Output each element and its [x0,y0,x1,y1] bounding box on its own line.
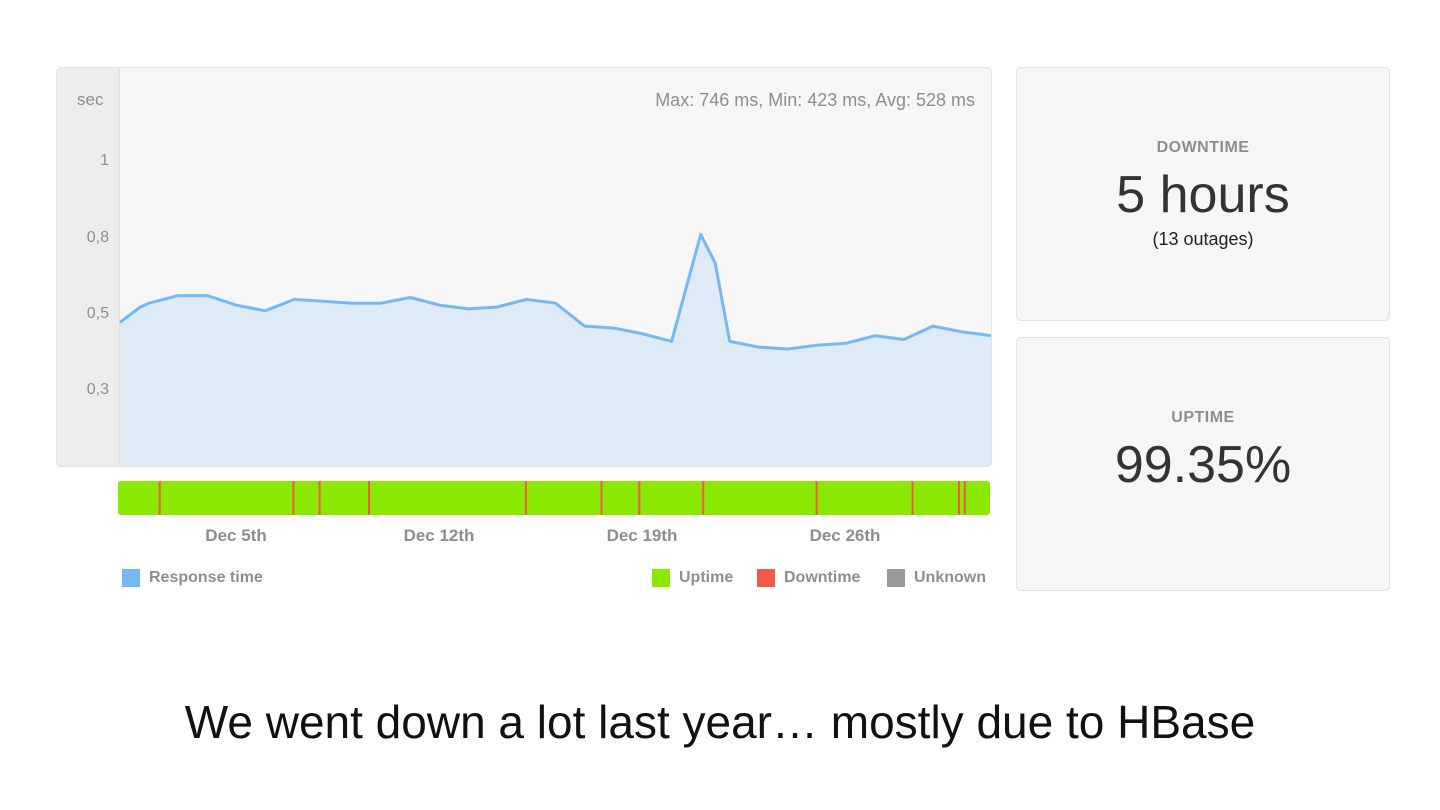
uptime-label: UPTIME [1171,409,1235,426]
downtime-value: 5 hours [1116,166,1290,224]
outage-marks [158,481,966,515]
legend-unknown: Unknown [887,569,986,587]
legend-downtime: Downtime [757,569,860,587]
outage-mark [638,481,641,515]
legend-uptime: Uptime [652,569,733,587]
outage-mark [963,481,966,515]
legend-label: Unknown [914,569,986,586]
slide-caption: We went down a lot last year… mostly due… [184,696,1256,748]
uptime-value: 99.35% [1114,436,1292,494]
response-time-stats: Max: 746 ms, Min: 423 ms, Avg: 528 ms [655,90,975,110]
y-tick-label: 0,5 [86,305,109,322]
legend-response-time: Response time [122,569,263,587]
legend-swatch-downtime [757,569,775,587]
legend-swatch-uptime [652,569,670,587]
outage-mark [524,481,527,515]
y-tick-label: 0,8 [86,229,109,246]
x-tick-label: Dec 12th [403,526,475,545]
outage-mark [600,481,603,515]
y-tick-label: 0,3 [86,381,109,398]
uptime-segment [118,481,990,515]
response-time-line [119,233,991,351]
outage-mark [958,481,960,515]
outage-mark [368,481,370,515]
legend-swatch-unknown [887,569,905,587]
uptime-status-bar [118,481,990,515]
outage-mark [702,481,705,515]
legend-swatch-response-time [122,569,140,587]
response-time-chart: sec 1 0,8 0,5 0,3 Max: 746 ms, Min: 423 … [56,67,992,467]
outage-mark [911,481,914,515]
x-tick-label: Dec 26th [809,526,881,545]
chart-plot-area [119,233,991,466]
x-tick-label: Dec 5th [205,526,267,545]
outage-mark [292,481,295,515]
downtime-card: DOWNTIME 5 hours (13 outages) [1016,67,1390,321]
x-tick-label: Dec 19th [606,526,678,545]
response-time-area [120,234,991,466]
outage-mark [815,481,818,515]
y-axis-unit: sec [77,90,104,109]
outage-mark [158,481,161,515]
y-axis: sec 1 0,8 0,5 0,3 [57,68,120,466]
outage-count: (13 outages) [1152,229,1254,249]
legend-label: Downtime [784,569,861,586]
y-tick-label: 1 [100,152,109,169]
downtime-label: DOWNTIME [1156,139,1250,156]
legend-label: Response time [149,569,263,586]
outage-mark [318,481,321,515]
legend-label: Uptime [679,569,734,586]
uptime-card: UPTIME 99.35% [1016,337,1390,591]
